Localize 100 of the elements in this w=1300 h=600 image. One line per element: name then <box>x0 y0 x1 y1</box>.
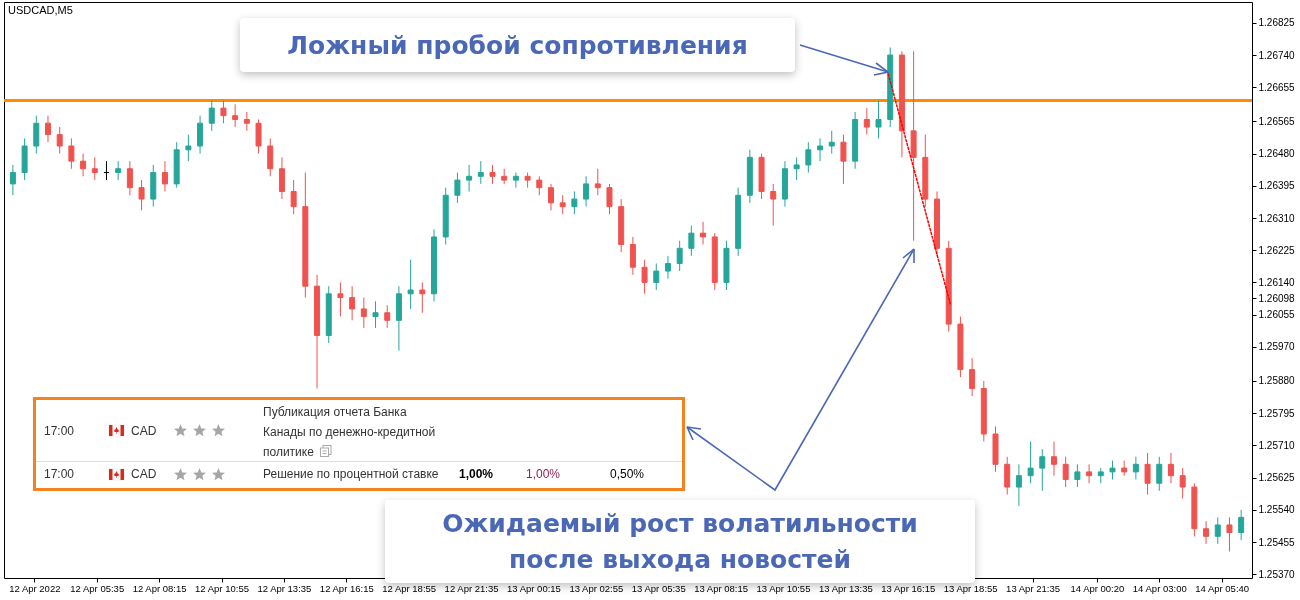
candlestick <box>1109 460 1116 480</box>
candlestick <box>606 183 613 215</box>
y-tick-label: 1.25970 <box>1258 341 1296 353</box>
candlestick <box>419 281 426 314</box>
candlestick <box>290 179 297 215</box>
candlestick <box>454 172 461 204</box>
candlestick <box>360 297 367 329</box>
candlestick <box>1144 452 1151 496</box>
candlestick <box>629 236 636 276</box>
candlestick <box>1039 448 1046 492</box>
chart-title: USDCAD,M5 <box>8 4 73 16</box>
candlestick <box>828 130 835 155</box>
candlestick <box>185 134 192 162</box>
candlestick <box>267 137 274 177</box>
annotation: 17:00 <box>44 424 75 438</box>
annotation: CAD <box>131 467 157 481</box>
y-tick-label: 1.26655 <box>1258 81 1296 93</box>
y-tick-label: 1.25370 <box>1258 568 1296 580</box>
annotation: CAD <box>131 424 157 438</box>
candlestick <box>138 179 145 211</box>
candlestick <box>1238 509 1245 541</box>
x-tick-label: 13 Apr 08:15 <box>694 582 749 594</box>
candlestick <box>512 172 519 189</box>
candlestick <box>1214 516 1221 545</box>
x-tick-label: 13 Apr 18:55 <box>943 582 998 594</box>
candlestick <box>770 183 777 227</box>
candlestick <box>349 285 356 321</box>
y-tick-label: 1.26480 <box>1258 148 1296 160</box>
candlestick <box>1050 441 1057 477</box>
candlestick <box>583 175 590 208</box>
annotation: Решение по процентной ставке <box>263 467 439 481</box>
callout-box: Ложный пробой сопротивления <box>240 18 795 72</box>
candlestick <box>80 153 87 177</box>
y-tick-label: 1.25625 <box>1258 472 1296 484</box>
x-tick-label: 13 Apr 13:35 <box>818 582 873 594</box>
x-tick-label: 13 Apr 00:15 <box>507 582 561 594</box>
candlestick <box>817 137 824 162</box>
y-tick-label: 1.25540 <box>1258 504 1296 516</box>
x-tick-label: 12 Apr 21:35 <box>444 582 499 594</box>
candlestick <box>44 115 51 143</box>
y-tick-label: 1.26225 <box>1258 244 1296 256</box>
candlestick <box>337 281 344 318</box>
candlestick <box>407 259 414 310</box>
candlestick <box>243 111 250 132</box>
candlestick <box>641 259 648 295</box>
candlestick <box>384 304 391 329</box>
candlestick <box>1074 463 1081 488</box>
x-tick-label: 12 Apr 10:55 <box>195 582 249 594</box>
candlestick <box>793 156 800 181</box>
candlestick <box>91 156 98 181</box>
candlestick <box>594 168 601 196</box>
candlestick <box>536 175 543 196</box>
candlestick <box>1015 463 1022 507</box>
candlestick <box>969 357 976 397</box>
x-tick-label: 13 Apr 02:55 <box>569 582 624 594</box>
candlestick <box>208 100 215 132</box>
candlestick <box>56 126 63 155</box>
x-tick-label: 13 Apr 21:35 <box>1006 582 1060 594</box>
x-tick-label: 12 Apr 13:35 <box>257 582 312 594</box>
y-tick-label: 1.25455 <box>1258 536 1296 548</box>
candlestick <box>1226 516 1233 552</box>
y-tick-label: 1.26310 <box>1258 212 1296 224</box>
candlestick <box>278 156 285 200</box>
candlestick <box>255 118 262 155</box>
y-tick-label: 1.25710 <box>1258 439 1296 451</box>
y-tick-label: 1.26055 <box>1258 309 1296 321</box>
candlestick <box>547 183 554 211</box>
x-tick-label: 14 Apr 05:40 <box>1195 582 1250 594</box>
candlestick <box>1179 467 1186 499</box>
x-tick-label: 12 Apr 2022 <box>9 582 61 594</box>
x-tick-label: 12 Apr 05:35 <box>70 582 125 594</box>
candlestick <box>489 164 496 185</box>
candlestick <box>875 100 882 139</box>
y-tick-label: 1.26740 <box>1258 49 1296 61</box>
candlestick <box>1086 463 1093 484</box>
candlestick <box>1004 456 1011 496</box>
candlestick <box>805 141 812 174</box>
x-tick-label: 13 Apr 10:55 <box>756 582 811 594</box>
annotation: 1,00% <box>459 467 494 481</box>
annotation: 0,50% <box>610 467 645 481</box>
y-tick-label: 1.26098 <box>1258 292 1296 304</box>
callout-box: Ожидаемый рост волатильности после выхода новостей <box>385 500 975 583</box>
candlestick <box>68 137 75 170</box>
annotation: Публикация отчета Банка Канады по денежно-кредитной политике <box>263 404 437 461</box>
candlestick <box>115 160 122 181</box>
candlestick <box>1167 452 1174 484</box>
candlestick <box>571 190 578 215</box>
x-tick-label: 12 Apr 18:55 <box>382 582 437 594</box>
y-tick-label: 1.25880 <box>1258 375 1296 387</box>
candlestick <box>1203 520 1210 545</box>
candlestick <box>653 262 660 291</box>
y-tick-label: 1.26825 <box>1258 17 1296 29</box>
candlestick <box>477 160 484 185</box>
candlestick <box>676 240 683 272</box>
annotation: 1,00% <box>526 467 561 481</box>
candlestick <box>126 160 133 196</box>
candlestick <box>220 100 227 124</box>
candlestick <box>161 160 168 192</box>
candlestick <box>559 194 566 215</box>
candlestick <box>863 107 870 136</box>
